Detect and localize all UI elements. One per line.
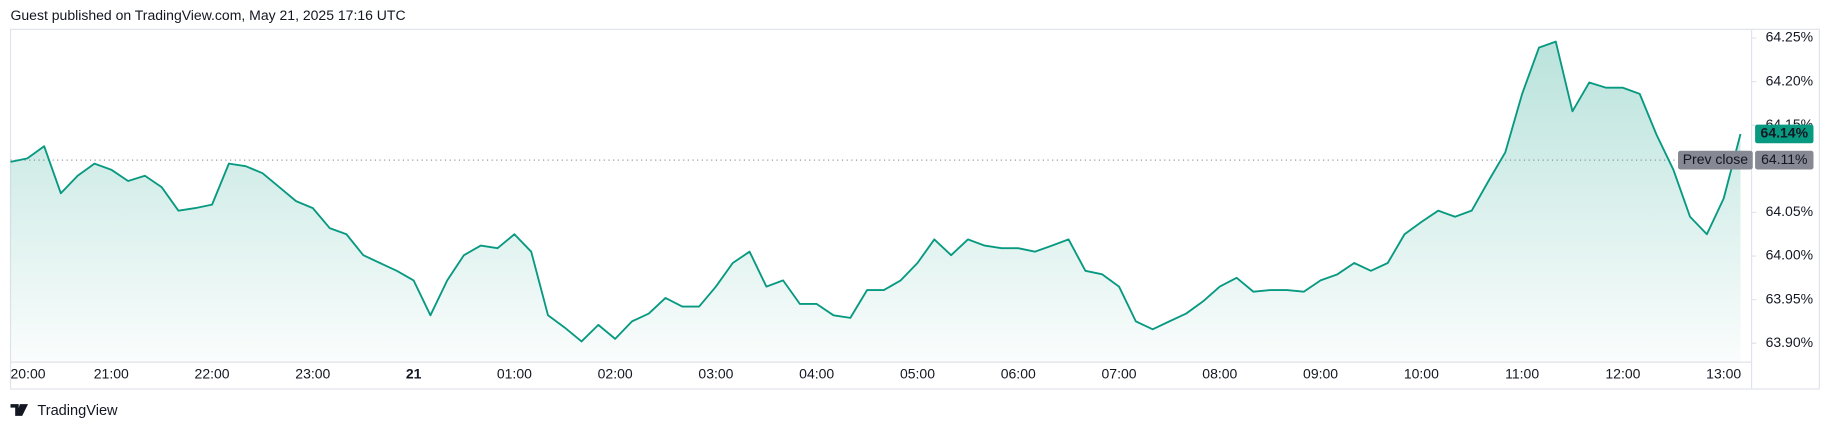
y-tick-label: 64.25%	[1766, 29, 1813, 45]
last-price-bg	[1755, 124, 1814, 144]
x-tick-label: 21:00	[94, 366, 129, 382]
area-fill	[10, 41, 1741, 363]
x-tick-label: 01:00	[497, 366, 532, 382]
y-tick-label: 63.95%	[1766, 290, 1813, 306]
logo: TradingView	[10, 403, 118, 419]
y-tick-label: 64.05%	[1766, 203, 1813, 219]
last-price-label: 64.14%	[1761, 125, 1809, 141]
x-tick-label: 07:00	[1102, 366, 1137, 382]
x-tick-label: 09:00	[1303, 366, 1338, 382]
x-tick-label: 02:00	[598, 366, 633, 382]
x-tick-label: 12:00	[1605, 366, 1640, 382]
y-tick-label: 64.00%	[1766, 247, 1813, 263]
footer-logo: TradingView	[37, 403, 118, 419]
y-tick-label: 64.20%	[1766, 72, 1813, 88]
x-tick-label: 22:00	[195, 366, 230, 382]
y-tick-label: 63.90%	[1766, 334, 1813, 350]
prev-close-name: Prev close	[1683, 151, 1749, 167]
x-tick-label: 21	[406, 366, 422, 382]
x-tick-label: 10:00	[1404, 366, 1439, 382]
x-tick-label: 08:00	[1202, 366, 1237, 382]
x-tick-label: 11:00	[1505, 366, 1539, 382]
prev-close-value-bg	[1755, 150, 1814, 170]
header: Guest published on TradingView.com, May …	[11, 7, 406, 23]
prev-close-tag: Prev close 64.11%	[1678, 150, 1814, 170]
prev-close-name-bg	[1678, 150, 1753, 170]
x-tick-label: 05:00	[900, 366, 935, 382]
prev-close-label: 64.11%	[1761, 151, 1807, 167]
x-tick-label: 04:00	[799, 366, 834, 382]
x-tick-label: 03:00	[698, 366, 733, 382]
x-tick-label: 20:00	[11, 366, 46, 382]
x-tick-label: 23:00	[295, 366, 330, 382]
x-tick-label: 13:00	[1706, 366, 1741, 382]
x-tick-label: 06:00	[1001, 366, 1036, 382]
line	[10, 40, 1742, 343]
